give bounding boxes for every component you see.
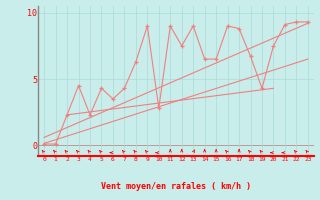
- X-axis label: Vent moyen/en rafales ( km/h ): Vent moyen/en rafales ( km/h ): [101, 182, 251, 191]
